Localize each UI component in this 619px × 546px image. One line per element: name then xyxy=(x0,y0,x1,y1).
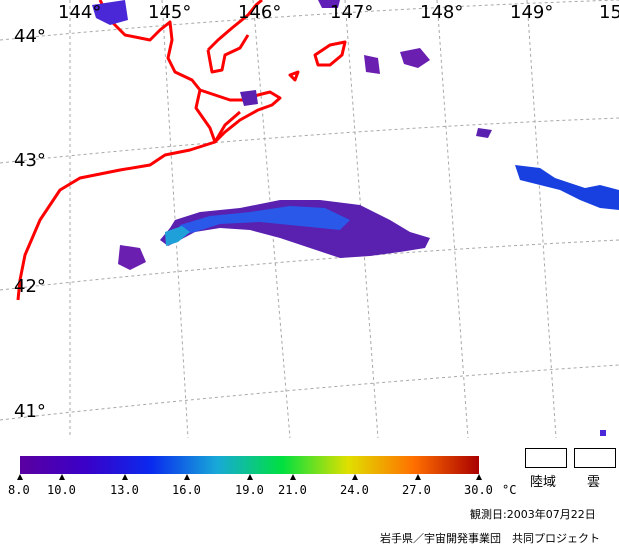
lon-line-146 xyxy=(252,0,291,438)
sst-patch-topleft xyxy=(92,0,128,25)
sst-patch-2 xyxy=(400,48,430,68)
lon-label-147: 147° xyxy=(330,2,374,23)
sst-map xyxy=(0,0,619,438)
kunashir-coast xyxy=(199,88,282,144)
cloud-key-swatch xyxy=(574,448,616,468)
islet-1 xyxy=(288,70,300,82)
lat-line-42 xyxy=(0,239,619,291)
scale-unit: °C xyxy=(502,483,517,497)
scale-tick-mark xyxy=(290,474,296,480)
sst-patch-main-warm xyxy=(165,226,190,246)
sst-patch-5 xyxy=(600,430,606,436)
scale-tick-label: 13.0 xyxy=(110,483,139,497)
scale-tick-mark xyxy=(122,474,128,480)
scale-tick-label: 30.0 xyxy=(464,483,493,497)
sst-patch-blob xyxy=(118,245,146,270)
scale-tick-label: 10.0 xyxy=(47,483,76,497)
lon-label-144: 144° xyxy=(58,2,102,23)
scale-tick-label: 21.0 xyxy=(278,483,307,497)
lat-label-41: 41° xyxy=(14,401,46,422)
sst-patch-main-inner xyxy=(178,206,350,236)
lon-label-145: 145° xyxy=(148,2,192,23)
lon-label-146: 146° xyxy=(238,2,282,23)
sst-pixels xyxy=(92,0,619,436)
sst-patch-1 xyxy=(364,55,380,74)
kunashir-south xyxy=(213,110,241,143)
scale-tick-mark xyxy=(184,474,190,480)
lon-label-148: 148° xyxy=(420,2,464,23)
land-key-swatch xyxy=(525,448,567,468)
scale-tick-label: 16.0 xyxy=(172,483,201,497)
graticule xyxy=(0,0,619,438)
scale-tick-mark xyxy=(476,474,482,480)
temperature-color-scale xyxy=(20,456,479,474)
sst-patch-4 xyxy=(476,128,492,138)
shikotan-outline xyxy=(313,40,347,67)
scale-tick-mark xyxy=(247,474,253,480)
lon-line-145 xyxy=(161,0,189,438)
lat-line-41 xyxy=(0,364,619,421)
cloud-key-label: 雲 xyxy=(587,475,601,490)
sst-patch-3 xyxy=(240,90,258,106)
scale-tick-mark xyxy=(17,474,23,480)
project-credit: 岩手県／宇宙開発事業団 共同プロジェクト xyxy=(380,532,600,545)
scale-tick-mark xyxy=(59,474,65,480)
scale-tick-label: 19.0 xyxy=(235,483,264,497)
lon-line-148 xyxy=(436,0,469,438)
lon-label-149: 149° xyxy=(510,2,554,23)
scale-tick-label: 27.0 xyxy=(402,483,431,497)
scale-tick-mark xyxy=(415,474,421,480)
observation-date: 観測日:2003年07月22日 xyxy=(470,508,596,521)
hokkaido-coast xyxy=(16,0,217,301)
scale-tick-label: 24.0 xyxy=(340,483,369,497)
lon-line-147 xyxy=(344,0,379,438)
lat-label-43: 43° xyxy=(14,150,46,171)
lat-label-42: 42° xyxy=(14,276,46,297)
scale-tick-label: 8.0 xyxy=(8,483,30,497)
lon-line-149 xyxy=(526,0,557,438)
shiretoko-coast xyxy=(206,0,263,52)
lat-label-44: 44° xyxy=(14,26,46,47)
nemuro-coast xyxy=(206,34,250,74)
sst-patch-top xyxy=(318,0,340,8)
coastline xyxy=(16,0,347,301)
lat-line-43 xyxy=(0,117,619,164)
lon-label-150: 15 xyxy=(599,2,619,23)
scale-tick-mark xyxy=(352,474,358,480)
land-key-label: 陸域 xyxy=(530,475,557,490)
sst-patch-east xyxy=(515,165,619,210)
